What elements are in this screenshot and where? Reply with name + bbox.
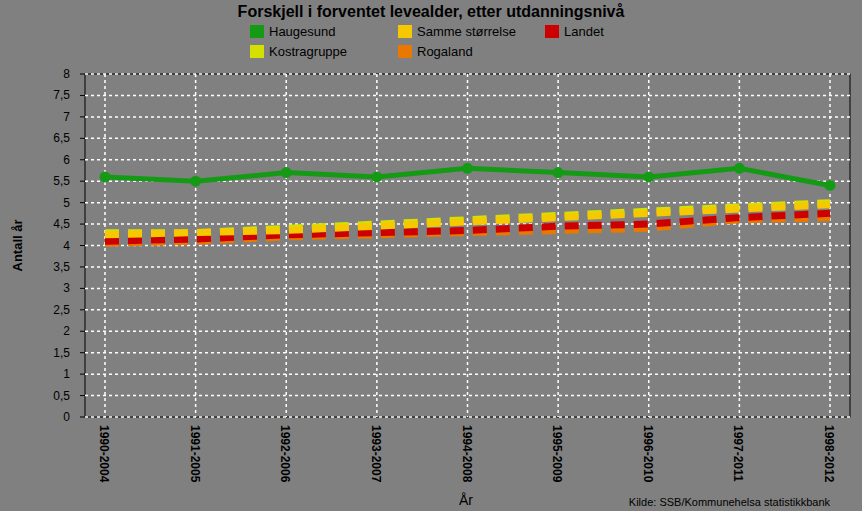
tick-label: 1991-2005 xyxy=(188,425,202,483)
tick-label: 3 xyxy=(63,281,70,295)
grid-line xyxy=(85,138,850,140)
grid-line xyxy=(648,74,650,417)
tick xyxy=(80,266,85,267)
point xyxy=(643,171,654,182)
point xyxy=(281,167,292,178)
tick-label: 6,5 xyxy=(53,131,70,145)
tick-label: 2 xyxy=(63,324,70,338)
series-line xyxy=(105,213,830,241)
grid-line xyxy=(557,74,559,417)
grid-line xyxy=(829,74,831,417)
tick xyxy=(80,95,85,96)
tick-label: 1,5 xyxy=(53,346,70,360)
legend-swatch xyxy=(250,25,264,38)
tick-label: 1995-2009 xyxy=(550,425,564,483)
tick-label: 0 xyxy=(63,410,70,424)
tick-label: 7,5 xyxy=(53,88,70,102)
tick-label: 4,5 xyxy=(53,217,70,231)
tick-label: 1993-2007 xyxy=(369,425,383,483)
tick-label: 1998-2012 xyxy=(822,425,836,483)
series-line xyxy=(105,205,830,235)
tick xyxy=(80,74,85,75)
grid-line xyxy=(286,74,288,417)
tick-label: 1996-2010 xyxy=(641,425,655,483)
tick xyxy=(80,331,85,332)
tick-label: 8 xyxy=(63,67,70,81)
point xyxy=(462,163,473,174)
point xyxy=(100,171,111,182)
plot-area xyxy=(85,74,850,417)
tick-label: 5,5 xyxy=(53,174,70,188)
tick xyxy=(80,224,85,225)
point xyxy=(190,176,201,187)
grid-line xyxy=(85,395,850,397)
legend-label: Kostragruppe xyxy=(269,44,347,59)
tick xyxy=(80,202,85,203)
tick-label: 4 xyxy=(63,239,70,253)
grid-line xyxy=(376,74,378,417)
point xyxy=(553,167,564,178)
tick xyxy=(80,309,85,310)
series-group xyxy=(100,163,836,244)
tick xyxy=(80,159,85,160)
tick xyxy=(80,138,85,139)
tick xyxy=(80,288,85,289)
point xyxy=(734,163,745,174)
tick-label: 1 xyxy=(63,367,70,381)
tick-label: 3,5 xyxy=(53,260,70,274)
series-line xyxy=(105,203,830,233)
grid-line xyxy=(85,331,850,333)
legend-swatch xyxy=(398,25,412,38)
tick-label: 1990-2004 xyxy=(97,425,111,483)
tick-label: 0,5 xyxy=(53,389,70,403)
legend-label: Rogaland xyxy=(417,44,473,59)
legend-label: Haugesund xyxy=(269,24,336,39)
grid-line xyxy=(195,74,197,417)
tick-label: 5 xyxy=(63,196,70,210)
tick xyxy=(80,374,85,375)
tick-label: 7 xyxy=(63,110,70,124)
tick-label: 2,5 xyxy=(53,303,70,317)
tick-label: 1992-2006 xyxy=(278,425,292,483)
series-line xyxy=(105,218,830,244)
legend-swatch xyxy=(250,45,264,58)
grid-line xyxy=(739,74,741,417)
tick-label: 6 xyxy=(63,153,70,167)
tick xyxy=(80,352,85,353)
background xyxy=(0,0,862,511)
source: Kilde: SSB/Kommunehelsa statistikkbank xyxy=(629,496,831,508)
tick xyxy=(80,181,85,182)
legend-swatch xyxy=(398,45,412,58)
legend-label: Landet xyxy=(564,24,604,39)
y-axis-label: Antall år xyxy=(10,219,25,271)
tick xyxy=(80,116,85,117)
grid-line xyxy=(85,288,850,290)
legend-label: Samme størrelse xyxy=(417,24,516,39)
tick xyxy=(80,395,85,396)
tick xyxy=(80,245,85,246)
title: Forskjell i forventet levealder, etter u… xyxy=(238,3,625,20)
tick-label: 1994-2008 xyxy=(460,425,474,483)
grid-line xyxy=(467,74,469,417)
chart: Forskjell i forventet levealder, etter u… xyxy=(0,0,862,511)
tick-label: 1997-2011 xyxy=(731,425,745,482)
point xyxy=(825,180,836,191)
point xyxy=(371,171,382,182)
legend-swatch xyxy=(545,25,559,38)
tick xyxy=(80,417,85,418)
x-axis-label: År xyxy=(459,492,473,508)
